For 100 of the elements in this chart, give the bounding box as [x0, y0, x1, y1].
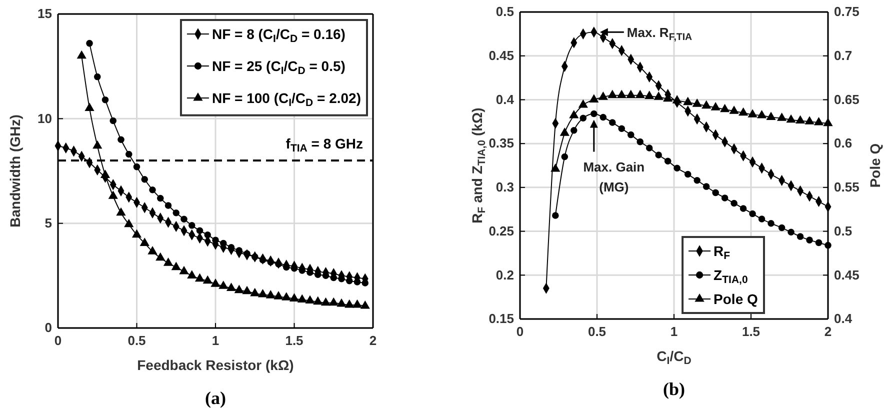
- x-tick-label: 1: [670, 324, 678, 340]
- point: [748, 109, 758, 118]
- point: [560, 127, 570, 136]
- point: [360, 300, 370, 309]
- point: [266, 290, 276, 298]
- point: [776, 112, 787, 121]
- x-tick-label: 2: [824, 324, 832, 340]
- legend-label: NF = 100 (C$_{I}$/C$_{D}$ = 2.02): [212, 90, 361, 110]
- point: [804, 116, 814, 124]
- point: [94, 73, 101, 80]
- point: [786, 114, 796, 123]
- point: [618, 125, 626, 132]
- point: [320, 297, 331, 306]
- annotation: Max. Gain (MG): [583, 160, 645, 195]
- y2-tick-label: 0.55: [834, 180, 860, 195]
- point: [140, 238, 150, 246]
- point: [267, 258, 274, 266]
- point: [721, 194, 728, 202]
- point: [552, 212, 559, 219]
- point: [635, 90, 645, 98]
- point: [92, 140, 102, 149]
- point: [590, 110, 598, 118]
- point: [795, 115, 806, 124]
- point: [814, 116, 824, 126]
- point: [600, 114, 607, 121]
- point: [110, 117, 117, 124]
- point: [314, 271, 322, 278]
- point: [148, 246, 158, 254]
- legend-label: Z$_{TIA,0}$: [714, 267, 748, 286]
- point: [636, 138, 644, 146]
- point: [589, 94, 599, 102]
- point: [210, 278, 220, 287]
- x-axis-title: Feedback Resistor (kΩ): [137, 357, 294, 373]
- point: [646, 144, 653, 152]
- point: [336, 298, 346, 307]
- point: [188, 222, 196, 229]
- point: [626, 90, 636, 98]
- point: [702, 100, 712, 109]
- point: [156, 194, 164, 202]
- y2-tick-label: 0.75: [834, 4, 860, 20]
- point: [305, 295, 315, 304]
- point: [550, 163, 560, 172]
- point: [702, 183, 710, 190]
- x-tick-label: 1: [212, 333, 220, 348]
- point: [627, 131, 634, 138]
- point: [328, 297, 338, 306]
- point: [740, 205, 747, 212]
- point: [258, 288, 268, 298]
- point: [569, 110, 579, 118]
- x-tick-label: 2: [369, 333, 377, 348]
- y-tick-label: 10: [38, 110, 52, 126]
- point: [180, 216, 188, 223]
- legend-label: Pole Q: [714, 291, 758, 307]
- point: [133, 163, 140, 170]
- point: [598, 92, 608, 100]
- point: [684, 170, 692, 178]
- point: [344, 299, 354, 308]
- x-tick-label: 1.5: [742, 324, 760, 340]
- point: [171, 262, 181, 270]
- point: [194, 273, 205, 282]
- point: [163, 258, 174, 266]
- x-axis-title: C$_{I}$/C$_{D}$: [656, 348, 692, 368]
- point: [156, 252, 166, 261]
- point: [172, 209, 180, 216]
- y2-tick-label: 0.6: [834, 136, 852, 151]
- point: [132, 229, 142, 238]
- point: [729, 106, 739, 114]
- y-tick-label: 0.45: [488, 48, 514, 64]
- point: [672, 95, 682, 104]
- point: [674, 164, 680, 172]
- point: [289, 293, 300, 302]
- point: [570, 127, 578, 134]
- y-tick-label: 0.15: [488, 311, 514, 326]
- point: [692, 98, 702, 107]
- x-tick-label: 0.5: [128, 333, 146, 348]
- point: [778, 224, 786, 232]
- x-tick-label: 1.5: [285, 333, 304, 348]
- y-tick-label: 5: [44, 215, 52, 230]
- y2-axis-title: Pole Q: [867, 143, 883, 188]
- point: [823, 118, 833, 126]
- point: [580, 114, 587, 122]
- point: [644, 90, 654, 99]
- point: [204, 231, 212, 238]
- text: (b): [663, 379, 686, 399]
- point: [259, 256, 266, 264]
- point: [187, 270, 197, 278]
- point: [824, 242, 832, 249]
- point: [251, 253, 258, 260]
- point: [196, 227, 204, 234]
- point: [212, 236, 219, 244]
- point: [313, 296, 323, 305]
- point: [164, 202, 172, 209]
- point: [86, 40, 93, 47]
- point: [297, 294, 307, 303]
- point: [330, 274, 338, 282]
- legend-label: NF = 25 (C$_{I}$/C$_{D}$ = 0.5): [212, 58, 346, 78]
- x-tick-label: 0.5: [588, 324, 606, 340]
- x-tick-label: 0: [54, 333, 62, 348]
- y2-tick-label: 0.4: [834, 311, 853, 326]
- point: [796, 233, 804, 240]
